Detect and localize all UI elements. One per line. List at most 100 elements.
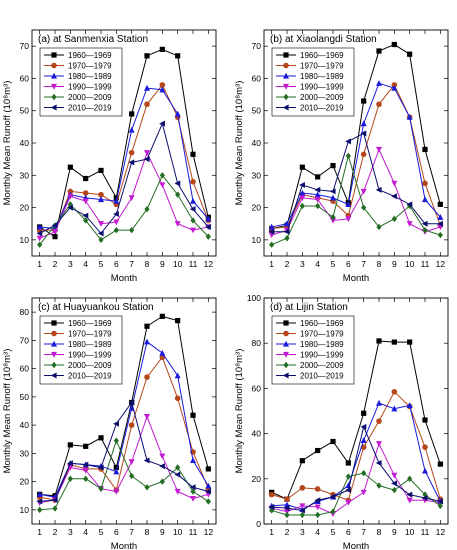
- data-point: [129, 472, 135, 480]
- data-point: [144, 205, 150, 213]
- data-point: [407, 51, 413, 57]
- data-point: [97, 230, 104, 237]
- data-point: [329, 493, 336, 500]
- data-point: [391, 41, 397, 48]
- data-point: [52, 234, 58, 240]
- data-point: [82, 461, 89, 468]
- data-point: [129, 226, 135, 234]
- data-point: [159, 313, 165, 319]
- data-point: [406, 201, 413, 208]
- series-line: [271, 442, 441, 515]
- data-point: [205, 223, 211, 230]
- data-point: [144, 338, 150, 345]
- data-point: [175, 191, 181, 198]
- data-point: [360, 188, 367, 195]
- data-point: [284, 496, 290, 502]
- data-point: [422, 146, 428, 153]
- data-point: [299, 202, 305, 210]
- y-tick-label: 50: [20, 106, 30, 116]
- data-point: [159, 182, 166, 189]
- x-tick-label: 4: [315, 259, 320, 269]
- series-2010—2019: [268, 130, 443, 235]
- legend-label: 2000—2009: [68, 93, 112, 102]
- data-point: [113, 488, 120, 495]
- data-point: [189, 206, 196, 213]
- x-tick-label: 8: [145, 527, 150, 537]
- data-point: [190, 495, 196, 502]
- data-point: [391, 84, 398, 91]
- data-point: [361, 469, 367, 477]
- series-2010—2019: [36, 120, 211, 237]
- x-tick-label: 5: [99, 527, 104, 537]
- data-point: [113, 420, 119, 427]
- data-point: [83, 217, 89, 224]
- x-tick-label: 11: [421, 259, 430, 269]
- y-tick-label: 10: [20, 505, 30, 515]
- y-tick-label: 80: [252, 338, 262, 348]
- data-point: [376, 418, 382, 424]
- data-point: [52, 505, 58, 512]
- data-point: [82, 212, 89, 219]
- data-point: [361, 204, 367, 211]
- y-tick-label: 70: [20, 335, 30, 345]
- panel-title: (b) at Xiaolangdi Station: [270, 34, 377, 45]
- data-point: [299, 503, 306, 510]
- data-point: [128, 159, 135, 166]
- legend-marker: [282, 104, 289, 111]
- series-1960—1969: [37, 46, 211, 240]
- data-point: [330, 438, 336, 445]
- data-point: [144, 101, 150, 108]
- x-tick-label: 12: [436, 527, 446, 537]
- data-point: [159, 82, 166, 88]
- legend-label: 1980—1989: [68, 72, 112, 81]
- x-tick-label: 8: [145, 259, 150, 269]
- x-tick-label: 3: [300, 259, 305, 269]
- data-point: [98, 435, 104, 441]
- legend-label: 2000—2009: [300, 93, 344, 102]
- legend-box: [271, 315, 355, 385]
- series-line: [39, 415, 209, 504]
- data-point: [144, 414, 150, 420]
- y-tick-label: 30: [252, 170, 262, 180]
- data-point: [67, 442, 73, 448]
- data-point: [52, 229, 58, 235]
- series-2000—2009: [269, 469, 443, 519]
- x-tick-label: 5: [99, 259, 104, 269]
- x-tick-label: 11: [189, 527, 198, 537]
- data-point: [190, 178, 196, 185]
- data-point: [314, 196, 321, 203]
- legend-marker: [51, 320, 57, 326]
- series-line: [271, 390, 441, 501]
- data-point: [175, 464, 181, 471]
- data-point: [345, 473, 351, 480]
- legend-label: 1960—1969: [68, 319, 112, 328]
- series-line: [271, 43, 441, 230]
- x-tick-label: 4: [315, 527, 320, 537]
- series-1990—1999: [36, 150, 212, 242]
- legend-marker: [283, 83, 289, 90]
- x-tick-label: 9: [392, 259, 397, 269]
- series-2000—2009: [269, 152, 443, 248]
- data-point: [128, 459, 135, 466]
- x-tick-label: 9: [160, 527, 165, 537]
- y-tick-label: 30: [20, 448, 30, 458]
- data-point: [36, 235, 43, 242]
- data-point: [407, 475, 413, 482]
- data-point: [376, 399, 382, 406]
- legend-marker: [50, 372, 57, 379]
- legend-label: 1960—1969: [300, 319, 344, 328]
- data-point: [314, 486, 321, 492]
- y-tick-label: 40: [252, 138, 262, 148]
- data-point: [299, 181, 305, 188]
- x-tick-label: 4: [83, 527, 88, 537]
- x-tick-label: 2: [53, 527, 58, 537]
- data-point: [205, 215, 212, 222]
- data-point: [174, 110, 181, 117]
- data-point: [422, 417, 428, 423]
- data-point: [360, 423, 367, 430]
- x-tick-label: 10: [173, 527, 183, 537]
- data-point: [189, 484, 196, 491]
- y-tick-label: 60: [252, 73, 262, 83]
